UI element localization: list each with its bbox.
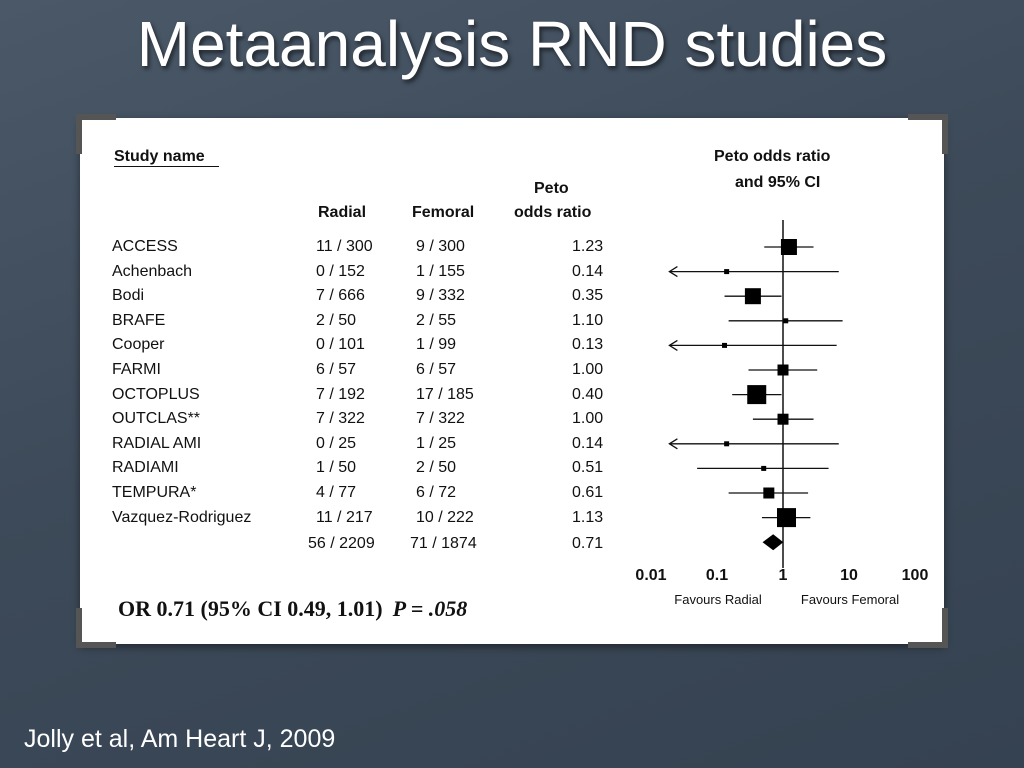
femoral-events: 9 / 332 bbox=[416, 287, 465, 305]
citation: Jolly et al, Am Heart J, 2009 bbox=[24, 725, 336, 753]
radial-events: 4 / 77 bbox=[316, 484, 357, 501]
odds-ratio-value: 1.10 bbox=[572, 311, 604, 329]
odds-ratio-value: 0.51 bbox=[572, 459, 604, 477]
total-odds-ratio: 0.71 bbox=[572, 535, 604, 552]
odds-ratio-value: 0.61 bbox=[572, 484, 604, 501]
radial-events: 0 / 152 bbox=[316, 262, 365, 280]
forest-plot-chart: 0.01 0.1 1 10 100 Favours Radial Favours Femor… bbox=[635, 220, 929, 607]
summary-p-value: P = .058 bbox=[392, 596, 468, 621]
peto-header-line2: odds ratio bbox=[514, 204, 592, 221]
odds-ratio-value: 1.00 bbox=[572, 361, 604, 378]
x-tick-label: 10 bbox=[840, 567, 858, 584]
point-estimate-square bbox=[722, 342, 728, 348]
femoral-events: 2 / 55 bbox=[416, 311, 457, 329]
summary-or-ci: OR 0.71 (95% CI 0.49, 1.01) bbox=[118, 596, 383, 621]
point-estimate-square bbox=[777, 413, 789, 425]
plot-header-line2: and 95% CI bbox=[735, 174, 821, 191]
slide-title: Metaanalysis RND studies bbox=[136, 8, 888, 80]
point-estimate-square bbox=[747, 385, 767, 405]
x-tick-label: 0.01 bbox=[635, 567, 666, 584]
radial-events: 6 / 57 bbox=[316, 361, 357, 378]
radial-events: 2 / 50 bbox=[316, 311, 357, 329]
study-name: RADIAL AMI bbox=[112, 434, 202, 452]
radial-events: 11 / 300 bbox=[316, 238, 373, 255]
femoral-events: 6 / 72 bbox=[416, 484, 457, 501]
odds-ratio-value: 1.23 bbox=[572, 238, 604, 255]
plot-header-line1: Peto odds ratio bbox=[714, 148, 831, 165]
photo-corner-top-right bbox=[908, 114, 948, 154]
study-name: Achenbach bbox=[112, 262, 193, 280]
point-estimate-square bbox=[763, 487, 775, 499]
point-estimate-square bbox=[724, 441, 730, 447]
point-estimate-square bbox=[761, 465, 767, 471]
photo-corner-top-left bbox=[76, 114, 116, 154]
point-estimate-square bbox=[777, 508, 797, 528]
femoral-events: 1 / 155 bbox=[416, 262, 465, 280]
study-name: Bodi bbox=[112, 287, 145, 305]
femoral-events: 2 / 50 bbox=[416, 459, 457, 477]
peto-header-line1: Peto bbox=[534, 180, 569, 197]
femoral-events: 1 / 25 bbox=[416, 434, 457, 452]
study-name: OUTCLAS** bbox=[112, 410, 201, 428]
study-name: TEMPURA* bbox=[112, 484, 197, 501]
radial-events: 0 / 101 bbox=[316, 336, 365, 354]
femoral-events: 6 / 57 bbox=[416, 361, 457, 378]
summary-statistics: OR 0.71 (95% CI 0.49, 1.01) P = .058 bbox=[118, 596, 467, 622]
ci-truncation-arrow bbox=[668, 438, 678, 450]
study-name: Vazquez-Rodriguez bbox=[112, 508, 252, 526]
study-name: RADIAMI bbox=[112, 459, 179, 477]
odds-ratio-value: 1.13 bbox=[572, 508, 604, 526]
pooled-diamond bbox=[762, 534, 784, 551]
ci-truncation-arrow bbox=[668, 266, 678, 278]
x-tick-label: 100 bbox=[902, 567, 929, 584]
radial-events: 7 / 192 bbox=[316, 385, 365, 403]
radial-header: Radial bbox=[318, 204, 367, 221]
total-radial: 56 / 2209 bbox=[308, 535, 375, 552]
point-estimate-square bbox=[780, 239, 797, 255]
study-name: FARMI bbox=[112, 361, 161, 378]
radial-events: 11 / 217 bbox=[316, 508, 373, 526]
photo-corner-bottom-right bbox=[908, 608, 948, 648]
radial-events: 0 / 25 bbox=[316, 434, 357, 452]
study-name: Cooper bbox=[112, 336, 165, 354]
odds-ratio-value: 0.14 bbox=[572, 434, 604, 452]
odds-ratio-value: 0.14 bbox=[572, 262, 604, 280]
favours-femoral-label: Favours Femoral bbox=[801, 592, 899, 607]
study-name: ACCESS bbox=[112, 238, 178, 255]
x-tick-label: 1 bbox=[779, 567, 788, 584]
forest-plot-panel: Study name Radial Femoral Peto odds rati… bbox=[76, 114, 948, 648]
femoral-events: 1 / 99 bbox=[416, 336, 457, 354]
point-estimate-square bbox=[744, 288, 761, 305]
odds-ratio-value: 0.40 bbox=[572, 385, 604, 403]
point-estimate-square bbox=[724, 269, 730, 275]
study-name-header: Study name bbox=[114, 148, 219, 167]
odds-ratio-value: 0.13 bbox=[572, 336, 604, 354]
radial-events: 7 / 666 bbox=[316, 287, 365, 305]
femoral-events: 9 / 300 bbox=[416, 238, 465, 255]
point-estimate-square bbox=[777, 364, 789, 376]
odds-ratio-value: 1.00 bbox=[572, 410, 604, 428]
ci-truncation-arrow bbox=[668, 339, 678, 351]
study-name: BRAFE bbox=[112, 311, 166, 329]
femoral-events: 7 / 322 bbox=[416, 410, 465, 428]
radial-events: 1 / 50 bbox=[316, 459, 357, 477]
study-name: OCTOPLUS bbox=[112, 385, 200, 403]
femoral-header: Femoral bbox=[412, 204, 475, 221]
femoral-events: 10 / 222 bbox=[416, 508, 474, 526]
photo-corner-bottom-left bbox=[76, 608, 116, 648]
radial-events: 7 / 322 bbox=[316, 410, 365, 428]
femoral-events: 17 / 185 bbox=[416, 385, 474, 403]
total-femoral: 71 / 1874 bbox=[410, 535, 477, 552]
odds-ratio-value: 0.35 bbox=[572, 287, 604, 305]
favours-radial-label: Favours Radial bbox=[674, 592, 762, 607]
point-estimate-square bbox=[783, 318, 789, 324]
x-tick-label: 0.1 bbox=[706, 567, 728, 584]
